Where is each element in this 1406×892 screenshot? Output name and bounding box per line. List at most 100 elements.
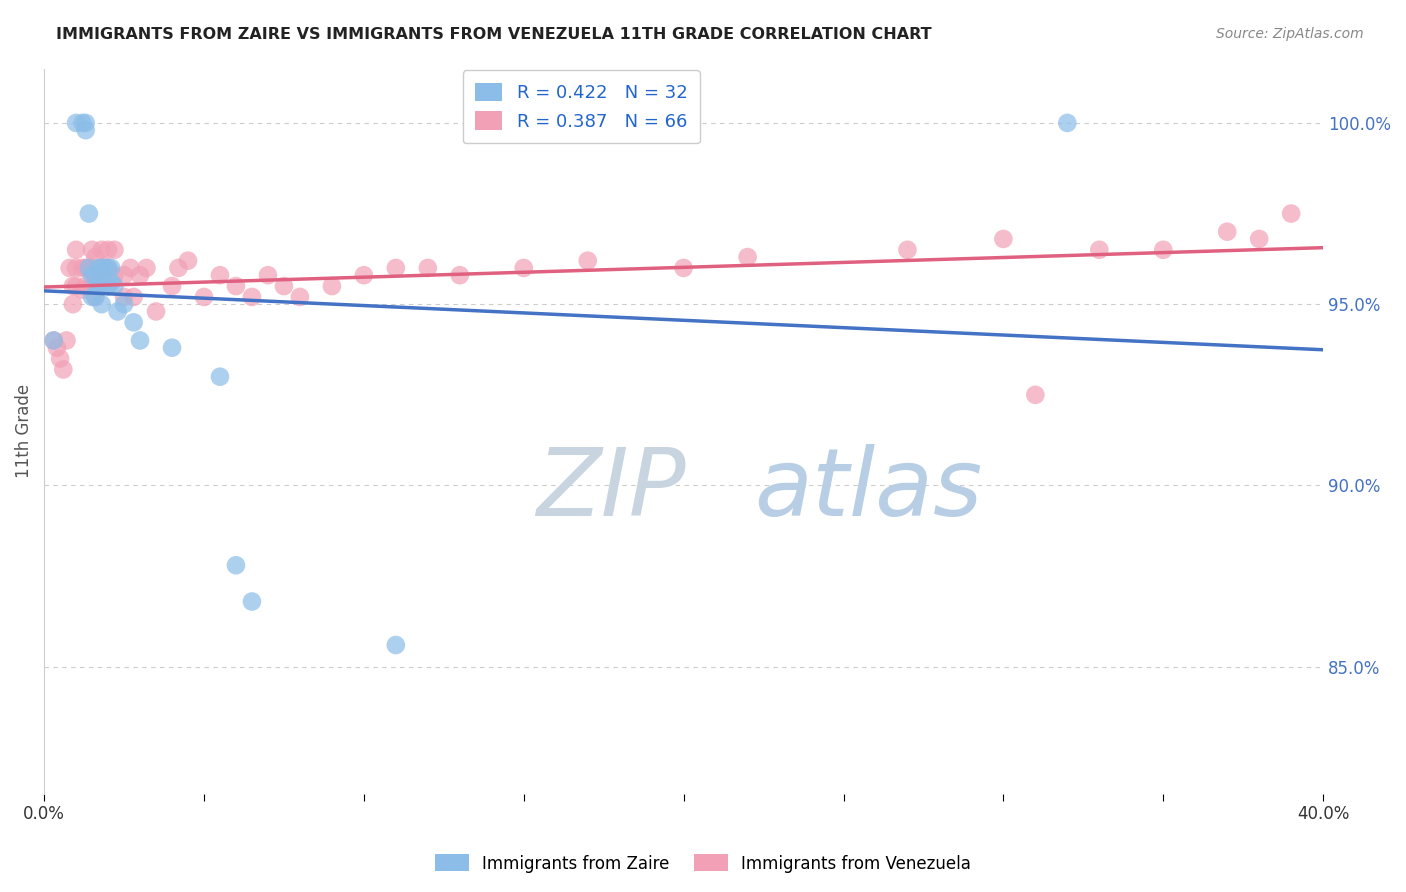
Y-axis label: 11th Grade: 11th Grade	[15, 384, 32, 478]
Point	[122, 290, 145, 304]
Point	[100, 276, 122, 290]
Point	[1249, 232, 1271, 246]
Point	[120, 260, 142, 275]
Point	[208, 268, 231, 283]
Point	[112, 297, 135, 311]
Point	[449, 268, 471, 283]
Point	[80, 290, 103, 304]
Point	[513, 260, 536, 275]
Point	[129, 334, 152, 348]
Point	[240, 594, 263, 608]
Point	[993, 232, 1015, 246]
Text: atlas: atlas	[754, 443, 983, 534]
Point	[84, 290, 107, 304]
Point	[672, 260, 695, 275]
Point	[87, 279, 110, 293]
Point	[107, 304, 129, 318]
Point	[87, 279, 110, 293]
Point	[122, 315, 145, 329]
Point	[225, 558, 247, 573]
Point	[65, 279, 87, 293]
Point	[77, 260, 100, 275]
Point	[97, 279, 120, 293]
Point	[103, 243, 125, 257]
Point	[94, 260, 117, 275]
Point	[385, 260, 408, 275]
Point	[135, 260, 157, 275]
Point	[77, 260, 100, 275]
Point	[75, 260, 97, 275]
Point	[896, 243, 918, 257]
Point	[90, 279, 112, 293]
Point	[52, 362, 75, 376]
Text: IMMIGRANTS FROM ZAIRE VS IMMIGRANTS FROM VENEZUELA 11TH GRADE CORRELATION CHART: IMMIGRANTS FROM ZAIRE VS IMMIGRANTS FROM…	[56, 27, 932, 42]
Point	[59, 260, 82, 275]
Text: ZIP: ZIP	[537, 443, 686, 534]
Point	[129, 268, 152, 283]
Point	[72, 260, 94, 275]
Point	[90, 260, 112, 275]
Point	[103, 279, 125, 293]
Point	[97, 260, 120, 275]
Point	[1056, 116, 1078, 130]
Point	[97, 279, 120, 293]
Point	[72, 116, 94, 130]
Point	[80, 279, 103, 293]
Point	[84, 268, 107, 283]
Point	[49, 351, 72, 366]
Point	[416, 260, 439, 275]
Point	[160, 341, 183, 355]
Point	[77, 206, 100, 220]
Point	[90, 276, 112, 290]
Point	[90, 297, 112, 311]
Legend: R = 0.422   N = 32, R = 0.387   N = 66: R = 0.422 N = 32, R = 0.387 N = 66	[463, 70, 700, 144]
Point	[84, 250, 107, 264]
Point	[87, 260, 110, 275]
Point	[193, 290, 215, 304]
Point	[90, 260, 112, 275]
Point	[97, 243, 120, 257]
Point	[42, 334, 65, 348]
Point	[1088, 243, 1111, 257]
Point	[45, 341, 67, 355]
Point	[112, 290, 135, 304]
Text: Source: ZipAtlas.com: Source: ZipAtlas.com	[1216, 27, 1364, 41]
Point	[321, 279, 343, 293]
Point	[65, 260, 87, 275]
Point	[1279, 206, 1302, 220]
Point	[208, 369, 231, 384]
Point	[80, 243, 103, 257]
Point	[167, 260, 190, 275]
Point	[1216, 225, 1239, 239]
Point	[273, 279, 295, 293]
Point	[257, 268, 280, 283]
Point	[225, 279, 247, 293]
Point	[103, 268, 125, 283]
Point	[75, 123, 97, 137]
Point	[160, 279, 183, 293]
Point	[1024, 388, 1046, 402]
Point	[97, 260, 120, 275]
Point	[100, 260, 122, 275]
Point	[84, 268, 107, 283]
Point	[75, 279, 97, 293]
Point	[94, 260, 117, 275]
Legend: Immigrants from Zaire, Immigrants from Venezuela: Immigrants from Zaire, Immigrants from V…	[429, 847, 977, 880]
Point	[177, 253, 200, 268]
Point	[62, 297, 84, 311]
Point	[288, 290, 311, 304]
Point	[737, 250, 759, 264]
Point	[80, 260, 103, 275]
Point	[84, 290, 107, 304]
Point	[576, 253, 599, 268]
Point	[145, 304, 167, 318]
Point	[72, 283, 94, 297]
Point	[65, 116, 87, 130]
Point	[80, 268, 103, 283]
Point	[353, 268, 375, 283]
Point	[240, 290, 263, 304]
Point	[55, 334, 77, 348]
Point	[62, 279, 84, 293]
Point	[75, 116, 97, 130]
Point	[385, 638, 408, 652]
